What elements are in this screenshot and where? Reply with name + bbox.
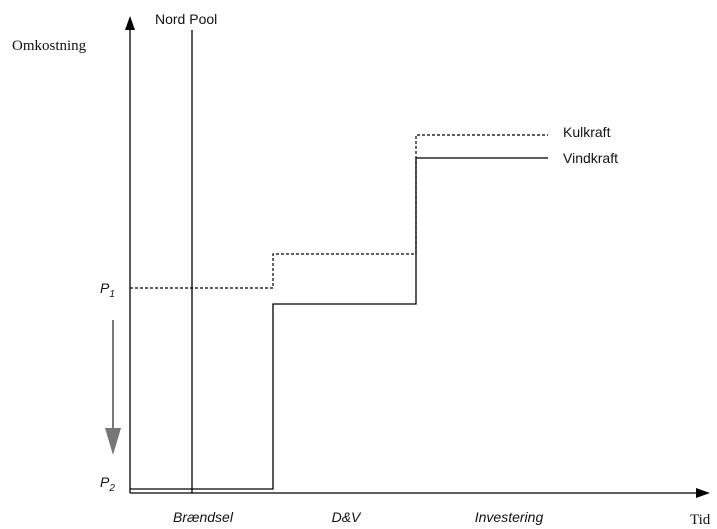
nord-pool-label: Nord Pool bbox=[155, 11, 217, 27]
y-axis-arrow bbox=[125, 16, 135, 30]
vindkraft-curve bbox=[130, 157, 548, 490]
cost-component-label: Investering bbox=[475, 509, 544, 525]
kulkraft-label: Kulkraft bbox=[563, 124, 611, 140]
x-axis-label: Tid bbox=[690, 512, 711, 528]
x-axis-arrow bbox=[696, 488, 710, 498]
y-axis-label: Omkostning bbox=[12, 38, 87, 54]
cost-component-label: Brændsel bbox=[173, 509, 234, 525]
p2-label: P2 bbox=[100, 474, 115, 494]
cost-component-label: D&V bbox=[332, 509, 362, 525]
p1-label: P1 bbox=[100, 280, 115, 300]
vindkraft-label: Vindkraft bbox=[563, 150, 618, 166]
kulkraft-curve bbox=[130, 134, 548, 289]
price-drop-arrow-head bbox=[105, 428, 121, 455]
